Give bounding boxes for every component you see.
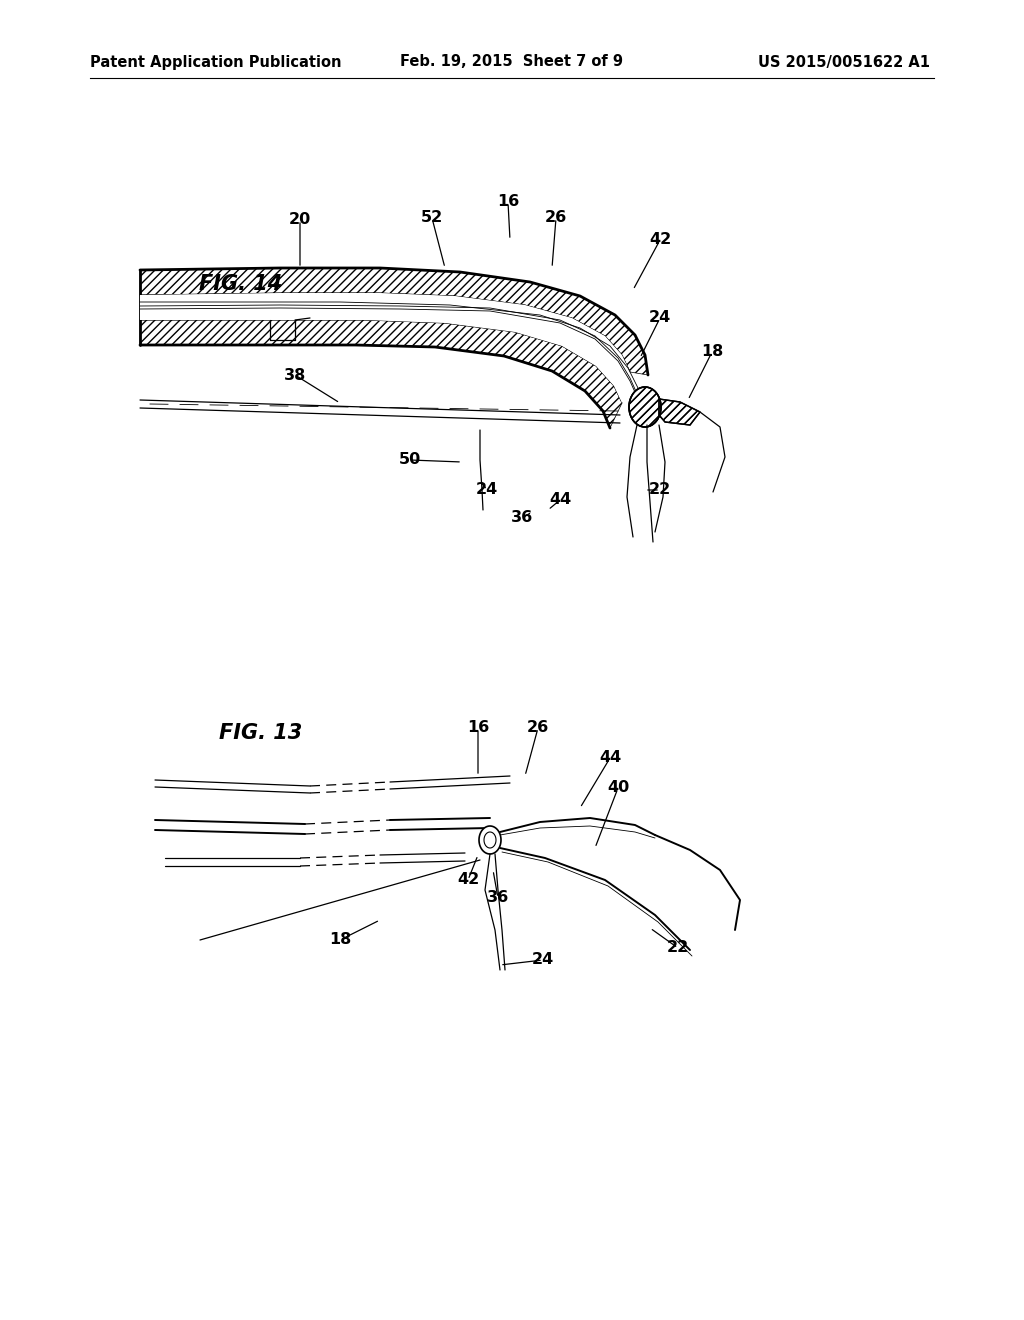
Text: 22: 22 bbox=[667, 940, 689, 956]
Polygon shape bbox=[659, 399, 700, 425]
Text: 20: 20 bbox=[289, 213, 311, 227]
Text: Patent Application Publication: Patent Application Publication bbox=[90, 54, 341, 70]
Text: 42: 42 bbox=[457, 873, 479, 887]
Text: 36: 36 bbox=[486, 891, 509, 906]
Polygon shape bbox=[479, 826, 501, 854]
Text: 40: 40 bbox=[607, 780, 629, 796]
Text: 50: 50 bbox=[399, 453, 421, 467]
Text: 26: 26 bbox=[545, 210, 567, 226]
Polygon shape bbox=[629, 387, 662, 426]
Text: Feb. 19, 2015  Sheet 7 of 9: Feb. 19, 2015 Sheet 7 of 9 bbox=[400, 54, 624, 70]
Text: US 2015/0051622 A1: US 2015/0051622 A1 bbox=[758, 54, 930, 70]
Text: 44: 44 bbox=[599, 751, 622, 766]
Text: 38: 38 bbox=[284, 367, 306, 383]
Text: FIG. 13: FIG. 13 bbox=[219, 722, 303, 743]
Text: 24: 24 bbox=[531, 953, 554, 968]
Text: 18: 18 bbox=[700, 345, 723, 359]
Polygon shape bbox=[140, 293, 630, 403]
Text: 26: 26 bbox=[527, 721, 549, 735]
Text: 18: 18 bbox=[329, 932, 351, 948]
Text: 44: 44 bbox=[549, 492, 571, 507]
Text: 16: 16 bbox=[497, 194, 519, 210]
Polygon shape bbox=[484, 832, 496, 847]
Text: 52: 52 bbox=[421, 210, 443, 226]
Text: 24: 24 bbox=[649, 310, 671, 326]
Text: 22: 22 bbox=[649, 483, 671, 498]
Text: FIG. 14: FIG. 14 bbox=[199, 273, 283, 294]
Text: 16: 16 bbox=[467, 721, 489, 735]
Text: 36: 36 bbox=[511, 511, 534, 525]
Text: 24: 24 bbox=[476, 483, 498, 498]
Text: 42: 42 bbox=[649, 232, 671, 248]
